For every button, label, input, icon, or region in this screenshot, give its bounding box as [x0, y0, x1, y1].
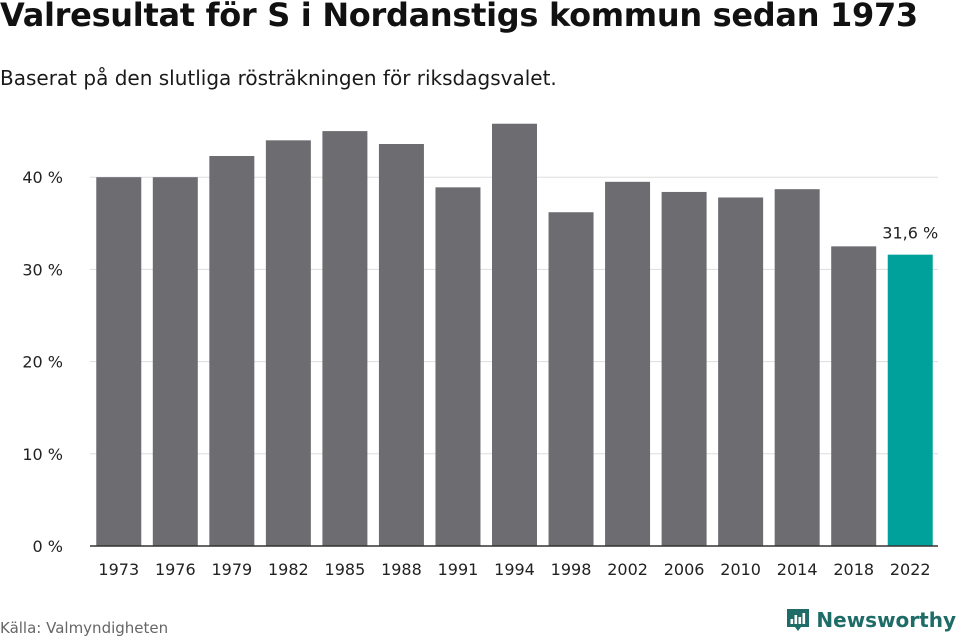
x-tick-label: 1982 — [268, 560, 309, 579]
x-tick-label: 2014 — [777, 560, 818, 579]
bar — [774, 189, 820, 546]
x-tick-label: 1991 — [438, 560, 479, 579]
bar-chart: 0 % 10 % 20 % 30 % 40 % 1973 1976 1979 1982 1985… — [22, 123, 938, 579]
y-tick-label: 40 % — [22, 168, 63, 187]
bar — [209, 155, 255, 546]
brand-name: Newsworthy — [816, 608, 956, 632]
bar — [548, 212, 594, 546]
x-tick-label: 2018 — [833, 560, 874, 579]
bar — [435, 187, 481, 546]
x-tick-label: 1985 — [325, 560, 366, 579]
y-axis-ticks: 0 % 10 % 20 % 30 % 40 % — [22, 168, 63, 556]
bar — [718, 197, 764, 546]
chart-subtitle: Baserat på den slutliga rösträkningen fö… — [0, 66, 557, 90]
annotations: 31,6 % — [882, 224, 938, 243]
x-tick-label: 1988 — [381, 560, 422, 579]
bar — [152, 177, 198, 546]
newsworthy-logo-icon — [787, 609, 810, 631]
bar — [378, 144, 424, 546]
source-note: Källa: Valmyndigheten — [0, 619, 169, 637]
chart-title: Valresultat för S i Nordanstigs kommun s… — [0, 0, 918, 34]
x-tick-label: 1973 — [98, 560, 139, 579]
bar — [887, 254, 933, 546]
x-tick-label: 2010 — [720, 560, 761, 579]
bar — [96, 177, 142, 546]
bar — [661, 191, 707, 546]
bar — [492, 123, 537, 546]
bar — [265, 140, 311, 546]
x-tick-label: 2002 — [607, 560, 648, 579]
y-tick-label: 30 % — [22, 260, 63, 279]
bars — [96, 123, 933, 546]
x-tick-label: 2022 — [890, 560, 931, 579]
y-tick-label: 20 % — [22, 353, 63, 372]
bar — [831, 246, 877, 546]
value-label: 31,6 % — [882, 224, 938, 243]
bar — [322, 131, 368, 546]
x-tick-label: 1979 — [211, 560, 252, 579]
brand: Newsworthy — [786, 608, 956, 632]
y-tick-label: 0 % — [33, 537, 63, 556]
bar — [605, 181, 651, 546]
x-tick-label: 1998 — [551, 560, 592, 579]
x-tick-label: 2006 — [664, 560, 705, 579]
y-tick-label: 10 % — [22, 445, 63, 464]
x-tick-label: 1994 — [494, 560, 535, 579]
x-tick-label: 1976 — [155, 560, 196, 579]
x-axis-ticks: 1973 1976 1979 1982 1985 1988 1991 1994 1998 2002… — [98, 560, 930, 579]
